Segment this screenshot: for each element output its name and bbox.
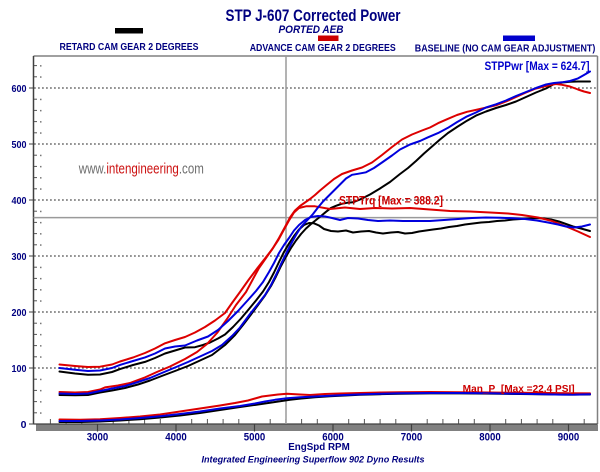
svg-text:300: 300 <box>12 251 27 263</box>
svg-text:STP J-607 Corrected Power: STP J-607 Corrected Power <box>226 7 401 25</box>
svg-text:Man_P [Max =22.4 PSI]: Man_P [Max =22.4 PSI] <box>463 384 575 395</box>
svg-text:ADVANCE CAM GEAR 2 DEGREES: ADVANCE CAM GEAR 2 DEGREES <box>250 42 396 54</box>
svg-text:STPPwr [Max = 624.7]: STPPwr [Max = 624.7] <box>485 59 590 73</box>
svg-text:Integrated Engineering Superfl: Integrated Engineering Superflow 902 Dyn… <box>202 455 425 466</box>
svg-text:100: 100 <box>12 363 27 375</box>
svg-text:200: 200 <box>12 307 27 319</box>
svg-text:BASELINE (NO CAM GEAR ADJUSTME: BASELINE (NO CAM GEAR ADJUSTMENT) <box>415 43 596 55</box>
svg-text:9000: 9000 <box>558 432 580 444</box>
svg-text:.com: .com <box>179 162 204 178</box>
svg-text:7000: 7000 <box>401 432 423 444</box>
svg-text:STPTrq [Max = 388.2]: STPTrq [Max = 388.2] <box>339 194 443 208</box>
svg-text:400: 400 <box>12 195 27 207</box>
svg-text:3000: 3000 <box>87 432 109 444</box>
svg-text:0: 0 <box>21 419 27 431</box>
svg-text:4000: 4000 <box>165 432 187 444</box>
svg-text:www.: www. <box>78 162 106 178</box>
svg-text:500: 500 <box>12 139 27 151</box>
svg-text:RETARD CAM GEAR 2 DEGREES: RETARD CAM GEAR 2 DEGREES <box>60 41 199 53</box>
svg-text:600: 600 <box>12 83 27 95</box>
svg-text:5000: 5000 <box>244 432 266 444</box>
svg-text:PORTED AEB: PORTED AEB <box>279 24 344 36</box>
svg-text:8000: 8000 <box>479 432 501 444</box>
svg-text:EngSpd RPM: EngSpd RPM <box>288 441 350 453</box>
svg-text:intengineering: intengineering <box>106 162 179 178</box>
svg-text:6000: 6000 <box>322 432 344 444</box>
